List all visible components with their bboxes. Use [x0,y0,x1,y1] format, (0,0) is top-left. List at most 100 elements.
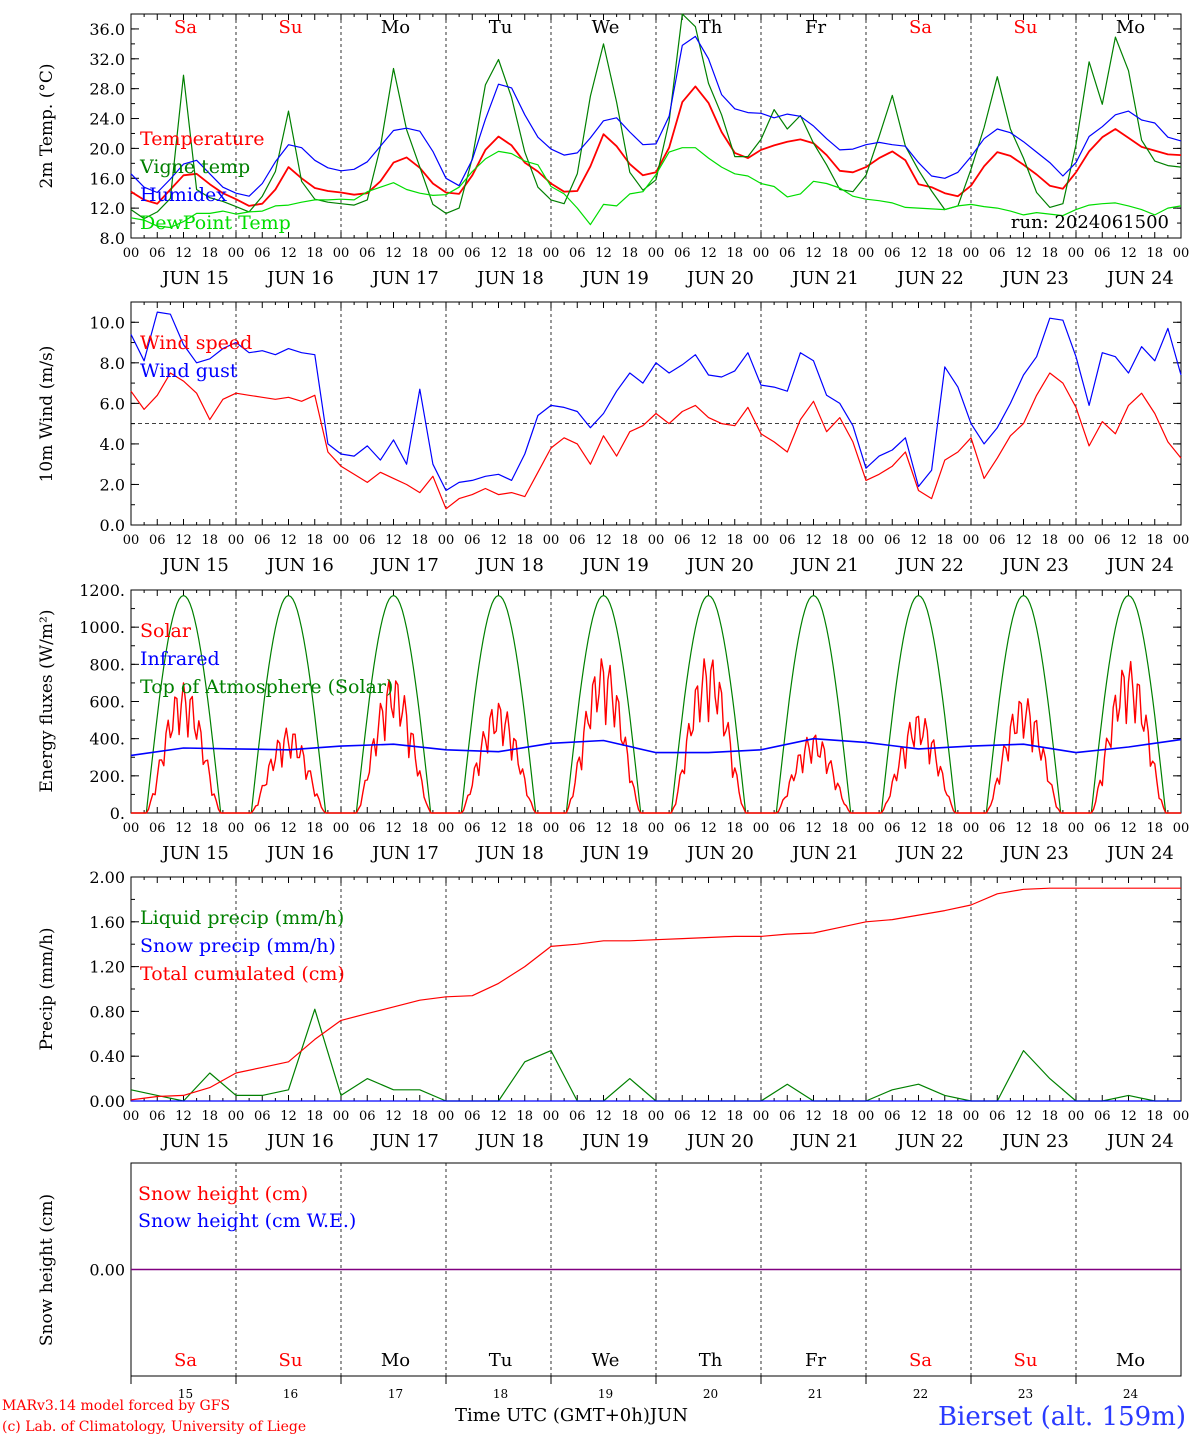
x-hour-label: 12 [385,246,402,261]
run-annotation: run: 2024061500 [1011,212,1169,233]
x-hour-label: 00 [963,533,980,548]
x-hour-label: 06 [779,1109,796,1124]
x-hour-label: 00 [963,821,980,836]
day-abbr-label: Su [279,1350,303,1371]
x-hour-label: 06 [254,1109,271,1124]
x-hour-label: 06 [464,1109,481,1124]
x-hour-label: 06 [1094,246,1111,261]
x-hour-label: 06 [884,1109,901,1124]
x-hour-label: 18 [306,246,323,261]
x-day-number: 23 [1018,1387,1033,1401]
panel-2 [130,301,1182,526]
x-hour-label: 12 [280,1109,297,1124]
y-tick-label: 0.00 [89,1092,125,1111]
x-hour-label: 18 [201,246,218,261]
x-hour-label: 18 [726,246,743,261]
x-hour-label: 00 [123,1109,140,1124]
panel-frame [130,13,1182,239]
x-hour-label: 12 [280,533,297,548]
x-hour-label: 12 [910,821,927,836]
x-hour-label: 12 [385,821,402,836]
x-hour-label: 18 [306,533,323,548]
day-abbr-label: Sa [174,1350,197,1371]
legend-entry: Humidex [140,184,227,206]
x-hour-label: 00 [963,1109,980,1124]
x-hour-label: 06 [989,533,1006,548]
time-label: Time UTC (GMT+0h) [455,1405,650,1426]
y-tick-label: 2.00 [89,868,125,887]
x-date-label: JUN 18 [475,1131,544,1152]
x-hour-label: 12 [595,821,612,836]
x-day-number: 16 [283,1387,298,1401]
x-hour-label: 06 [149,533,166,548]
x-hour-label: 06 [569,533,586,548]
panel-5 [130,1162,1182,1384]
day-abbr-label: Fr [805,17,826,38]
x-hour-label: 06 [1094,1109,1111,1124]
x-hour-label: 06 [674,1109,691,1124]
y-tick-label: 200. [89,767,125,786]
x-hour-label: 06 [779,246,796,261]
x-day-number: 24 [1123,1387,1139,1401]
x-hour-label: 06 [779,533,796,548]
x-date-label: JUN 23 [1000,555,1069,576]
x-date-label: JUN 19 [580,268,649,289]
x-hour-label: 06 [359,1109,376,1124]
day-abbr-label: Th [699,17,723,38]
x-hour-label: 06 [359,533,376,548]
x-hour-label: 00 [753,246,770,261]
x-hour-label: 00 [438,246,455,261]
x-hour-label: 06 [989,821,1006,836]
x-hour-label: 12 [1120,246,1137,261]
x-hour-label: 00 [753,821,770,836]
vigne-temp-line [130,13,1182,220]
x-hour-label: 00 [1068,1109,1085,1124]
x-hour-label: 00 [228,246,245,261]
x-hour-label: 00 [333,246,350,261]
x-date-label: JUN 22 [895,268,964,289]
x-date-label: JUN 15 [160,555,229,576]
x-hour-label: 00 [753,533,770,548]
y-tick-label: 1.20 [89,958,125,977]
x-date-label: JUN 18 [475,555,544,576]
day-abbr-label: Sa [174,17,197,38]
day-abbr-label: Mo [1116,17,1145,38]
x-hour-label: 06 [254,533,271,548]
x-hour-label: 06 [464,246,481,261]
day-abbr-label: We [592,17,620,38]
x-hour-label: 12 [1120,1109,1137,1124]
x-hour-label: 12 [1015,246,1032,261]
y-tick-label: 4.0 [100,435,125,454]
x-hour-label: 00 [648,821,665,836]
lab-credit: (c) Lab. of Climatology, University of L… [2,1419,307,1435]
x-hour-label: 12 [1015,1109,1032,1124]
x-day-number: 15 [178,1387,193,1401]
x-hour-label: 06 [884,821,901,836]
x-hour-label: 18 [411,1109,428,1124]
x-date-label: JUN 24 [1105,555,1174,576]
x-date-label: JUN 24 [1105,268,1174,289]
x-hour-label: 00 [858,533,875,548]
x-hour-label: 18 [936,821,953,836]
x-hour-label: 06 [884,246,901,261]
y-tick-label: 32.0 [89,50,125,69]
x-hour-label: 12 [490,533,507,548]
x-day-number: 19 [598,1387,613,1401]
x-hour-label: 00 [228,1109,245,1124]
x-date-label: JUN 20 [685,843,754,864]
x-date-label: JUN 22 [895,555,964,576]
day-abbr-label: We [592,1350,620,1371]
x-hour-label: 18 [516,533,533,548]
legend-entry: Liquid precip (mm/h) [140,907,344,929]
y-axis-label: Energy fluxes (W/m²) [37,610,57,793]
x-hour-label: 18 [1146,533,1163,548]
x-hour-label: 12 [700,533,717,548]
y-axis-label: Snow height (cm) [37,1194,57,1346]
x-hour-label: 00 [228,821,245,836]
x-hour-label: 12 [805,246,822,261]
x-date-label: JUN 18 [475,843,544,864]
x-hour-label: 18 [831,1109,848,1124]
y-tick-label: 600. [89,693,125,712]
day-abbr-label: Mo [381,1350,410,1371]
x-hour-label: 12 [595,1109,612,1124]
